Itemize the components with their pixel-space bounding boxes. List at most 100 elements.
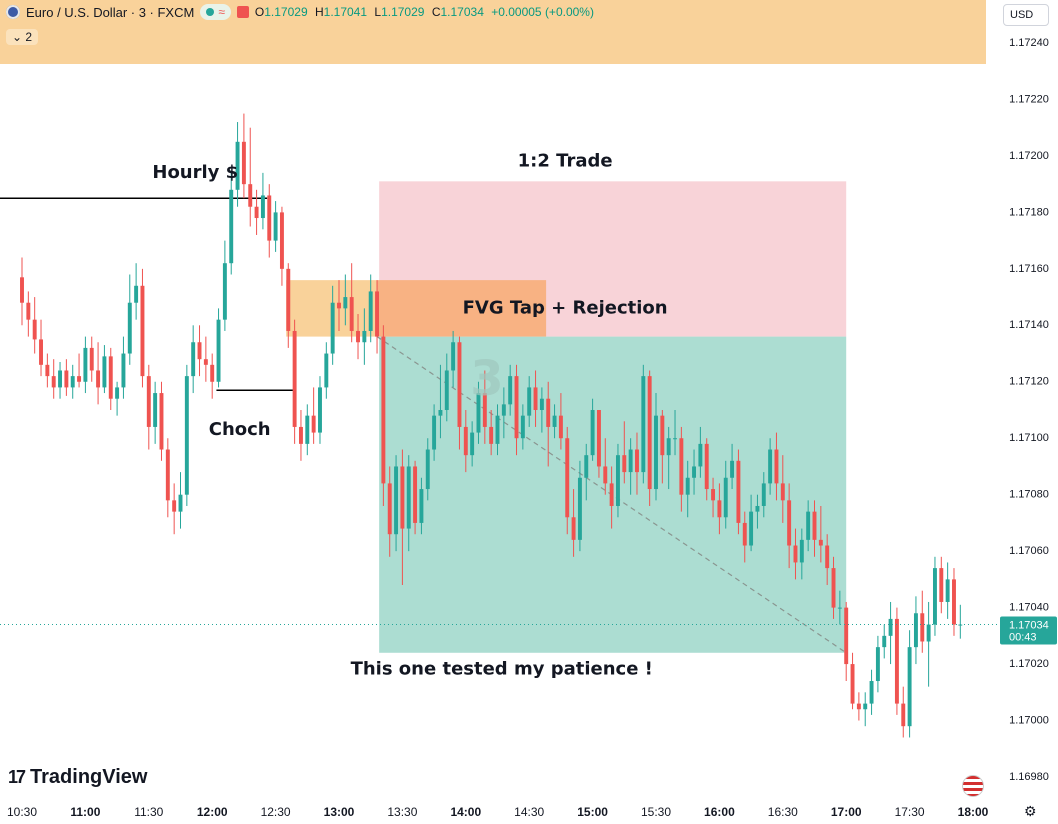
candle[interactable] — [952, 568, 956, 636]
candle[interactable] — [165, 438, 170, 518]
candle[interactable] — [70, 364, 75, 399]
candle[interactable] — [565, 426, 570, 535]
candle[interactable] — [184, 364, 189, 506]
candle[interactable] — [489, 410, 494, 456]
candle[interactable] — [704, 438, 709, 501]
candle[interactable] — [286, 263, 291, 348]
candle[interactable] — [425, 438, 430, 501]
candle[interactable] — [863, 692, 868, 727]
candle[interactable] — [945, 562, 950, 619]
candle[interactable] — [235, 122, 240, 207]
candle[interactable] — [825, 534, 830, 586]
candle[interactable] — [457, 336, 462, 450]
candle[interactable] — [875, 635, 880, 693]
candle[interactable] — [210, 353, 215, 399]
candle[interactable] — [349, 263, 354, 343]
candle[interactable] — [476, 381, 481, 444]
candle[interactable] — [83, 336, 88, 394]
candle[interactable] — [451, 330, 456, 388]
candle[interactable] — [362, 308, 367, 365]
candle[interactable] — [520, 404, 525, 450]
candle[interactable] — [736, 449, 741, 535]
candle[interactable] — [615, 443, 620, 518]
candle[interactable] — [698, 426, 703, 478]
candle[interactable] — [241, 113, 246, 199]
candle[interactable] — [787, 483, 792, 569]
candle[interactable] — [77, 353, 82, 388]
candle[interactable] — [628, 438, 633, 495]
candle[interactable] — [850, 652, 855, 710]
candle[interactable] — [844, 601, 849, 682]
candle[interactable] — [260, 172, 265, 230]
candle[interactable] — [584, 443, 589, 501]
candle[interactable] — [324, 342, 329, 399]
candle[interactable] — [685, 460, 690, 518]
candle[interactable] — [717, 483, 722, 535]
status-pill[interactable]: ≈ — [200, 4, 231, 20]
candle[interactable] — [749, 494, 754, 552]
candle[interactable] — [907, 630, 912, 738]
candle[interactable] — [337, 280, 341, 331]
candle[interactable] — [343, 274, 348, 326]
candle[interactable] — [901, 686, 906, 738]
candle[interactable] — [501, 387, 506, 439]
candle[interactable] — [178, 472, 183, 529]
candle[interactable] — [330, 285, 335, 365]
candle[interactable] — [527, 376, 532, 427]
candle[interactable] — [913, 596, 918, 665]
candle[interactable] — [856, 692, 861, 721]
candle[interactable] — [146, 364, 151, 450]
candle[interactable] — [742, 511, 747, 563]
candle[interactable] — [64, 359, 69, 396]
candle[interactable] — [508, 364, 513, 416]
candle[interactable] — [203, 336, 208, 382]
candle[interactable] — [577, 460, 582, 552]
candle[interactable] — [869, 669, 874, 715]
candle[interactable] — [20, 257, 24, 326]
candle[interactable] — [755, 494, 760, 529]
currency-selector[interactable]: USD — [1003, 4, 1049, 26]
indicator-toggle[interactable]: ⌄ 2 — [6, 29, 39, 45]
candle[interactable] — [115, 381, 120, 416]
candle[interactable] — [375, 280, 380, 354]
candle[interactable] — [191, 325, 196, 394]
candle[interactable] — [799, 528, 804, 580]
candle[interactable] — [812, 500, 817, 557]
candle[interactable] — [197, 325, 202, 377]
candle[interactable] — [432, 404, 437, 461]
candle[interactable] — [793, 528, 798, 580]
candle[interactable] — [730, 443, 735, 490]
candle[interactable] — [470, 421, 475, 467]
candle[interactable] — [222, 240, 227, 331]
symbol-title[interactable]: Euro / U.S. Dollar · 3 · FXCM — [26, 4, 195, 20]
candle[interactable] — [140, 268, 145, 388]
candles-layer[interactable] — [20, 113, 963, 738]
candle[interactable] — [279, 206, 284, 286]
candle[interactable] — [96, 342, 101, 405]
candle[interactable] — [121, 336, 126, 399]
candle[interactable] — [596, 410, 601, 478]
candle[interactable] — [546, 381, 551, 467]
candle[interactable] — [438, 364, 443, 439]
candle[interactable] — [482, 370, 487, 444]
candle[interactable] — [32, 297, 37, 354]
candle[interactable] — [768, 438, 773, 495]
candle[interactable] — [419, 477, 424, 535]
candle[interactable] — [45, 353, 50, 388]
candle[interactable] — [603, 438, 608, 495]
candle[interactable] — [552, 404, 557, 439]
candle[interactable] — [818, 505, 823, 563]
candle[interactable] — [926, 601, 931, 687]
candle[interactable] — [679, 426, 684, 512]
time-axis[interactable]: 10:30 11:00 11:30 12:00 12:30 13:00 13:30 14:00… — [0, 797, 1058, 824]
candle[interactable] — [254, 189, 259, 235]
candle[interactable] — [654, 393, 658, 501]
price-axis[interactable]: 1.17240 1.17220 1.17200 1.17180 1.17160 1.171… — [998, 0, 1058, 795]
candle[interactable] — [216, 308, 221, 388]
candle[interactable] — [495, 404, 500, 456]
candle[interactable] — [406, 455, 411, 552]
candle[interactable] — [356, 314, 360, 360]
candle[interactable] — [311, 387, 316, 444]
candle[interactable] — [514, 364, 519, 456]
